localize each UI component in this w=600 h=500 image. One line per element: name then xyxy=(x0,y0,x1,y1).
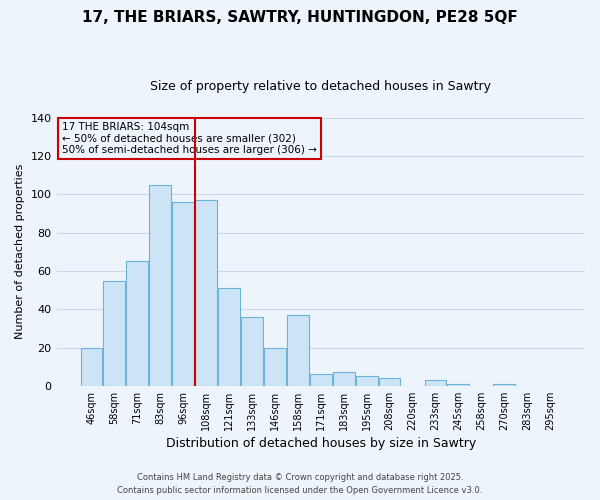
Bar xyxy=(356,376,377,386)
Y-axis label: Number of detached properties: Number of detached properties xyxy=(15,164,25,340)
Bar xyxy=(264,348,286,386)
Bar xyxy=(493,384,515,386)
Bar xyxy=(103,280,125,386)
Bar xyxy=(195,200,217,386)
Bar xyxy=(448,384,469,386)
Bar xyxy=(127,262,148,386)
Bar xyxy=(310,374,332,386)
Title: Size of property relative to detached houses in Sawtry: Size of property relative to detached ho… xyxy=(150,80,491,93)
Bar xyxy=(218,288,240,386)
Text: Contains HM Land Registry data © Crown copyright and database right 2025.
Contai: Contains HM Land Registry data © Crown c… xyxy=(118,474,482,495)
Bar xyxy=(149,185,171,386)
Bar xyxy=(333,372,355,386)
Bar xyxy=(379,378,400,386)
Bar xyxy=(287,315,309,386)
Text: 17, THE BRIARS, SAWTRY, HUNTINGDON, PE28 5QF: 17, THE BRIARS, SAWTRY, HUNTINGDON, PE28… xyxy=(82,10,518,25)
X-axis label: Distribution of detached houses by size in Sawtry: Distribution of detached houses by size … xyxy=(166,437,476,450)
Bar xyxy=(172,202,194,386)
Bar xyxy=(241,317,263,386)
Bar xyxy=(80,348,103,386)
Bar xyxy=(425,380,446,386)
Text: 17 THE BRIARS: 104sqm
← 50% of detached houses are smaller (302)
50% of semi-det: 17 THE BRIARS: 104sqm ← 50% of detached … xyxy=(62,122,317,155)
